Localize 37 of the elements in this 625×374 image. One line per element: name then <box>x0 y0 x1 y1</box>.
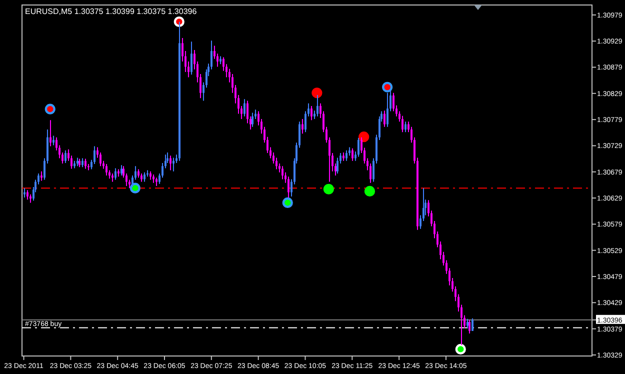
candlestick <box>144 172 146 182</box>
candlestick <box>466 318 468 329</box>
point <box>323 184 334 194</box>
candlestick <box>468 319 470 334</box>
candlestick <box>172 157 174 172</box>
candlestick <box>52 135 54 146</box>
candlestick <box>24 188 26 198</box>
candlestick <box>64 150 66 164</box>
chart-title: EURUSD,M5 1.30375 1.30399 1.30375 1.30396 <box>25 7 198 16</box>
candlestick <box>336 157 338 174</box>
candlestick <box>472 318 474 332</box>
candlestick <box>170 155 172 171</box>
point <box>358 132 370 142</box>
candlestick <box>352 148 354 162</box>
candlestick <box>106 164 108 176</box>
candlestick <box>50 120 52 147</box>
point <box>312 88 322 98</box>
candlestick <box>386 92 388 128</box>
candlestick <box>316 94 318 117</box>
candlestick <box>282 166 284 180</box>
candlestick <box>346 150 348 162</box>
point <box>364 186 376 197</box>
candlestick <box>302 118 304 134</box>
candlestick <box>26 190 28 200</box>
candlestick <box>84 158 86 170</box>
candlestick <box>288 176 290 198</box>
candlestick <box>190 41 192 76</box>
candlestick <box>120 164 122 176</box>
candlestick <box>402 115 404 133</box>
candlestick <box>404 121 406 133</box>
candlestick <box>384 110 386 128</box>
candlestick <box>40 170 42 182</box>
candlestick <box>252 112 254 128</box>
candlestick <box>358 137 360 158</box>
candlestick <box>244 98 246 117</box>
candlestick <box>114 168 116 180</box>
candlestick <box>310 105 312 121</box>
